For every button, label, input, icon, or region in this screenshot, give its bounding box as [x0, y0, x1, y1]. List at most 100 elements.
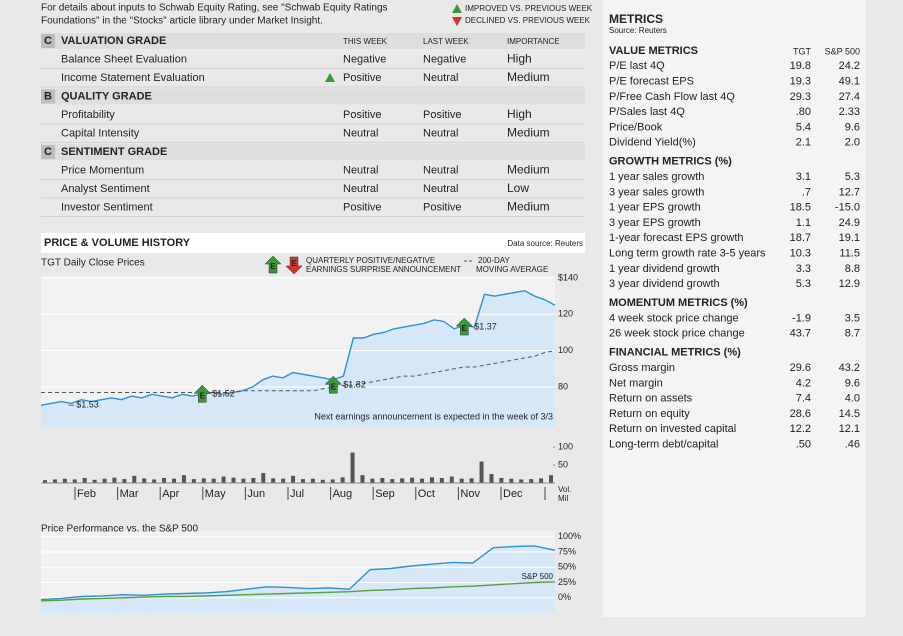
row-label: Price Momentum: [61, 164, 144, 176]
volume-bar: [519, 479, 524, 483]
row-value: Medium: [507, 200, 550, 214]
earnings-label: $1.37: [474, 321, 497, 331]
metric-label: 3 year dividend growth: [609, 278, 720, 290]
earnings-label: $1.82: [343, 380, 366, 390]
volume-bar: [251, 477, 256, 483]
metric-label: P/E forecast EPS: [609, 76, 694, 88]
metric-value: 5.3: [845, 171, 860, 183]
metric-value: 29.6: [790, 362, 811, 374]
month-label: Jun: [247, 488, 265, 500]
area: [41, 290, 555, 427]
metric-label: 1 year dividend growth: [609, 263, 720, 275]
metric-value: 19.8: [790, 60, 811, 72]
volume-bar: [122, 479, 127, 483]
row-value: Neutral: [423, 127, 458, 139]
volume-bar: [410, 477, 415, 483]
volume-bar: [221, 476, 226, 483]
earnings-icon: E: [285, 256, 303, 275]
grade-header-band: [41, 144, 585, 160]
earnings-arrow: [193, 384, 211, 403]
metric-label: 1 year sales growth: [609, 171, 704, 183]
row-value: Neutral: [423, 183, 458, 195]
metrics-section-title: GROWTH METRICS (%): [609, 156, 732, 168]
volume-bar: [181, 475, 186, 483]
metric-value: 14.5: [839, 408, 860, 420]
grade-letter-box: [41, 145, 55, 159]
metric-label: 1 year EPS growth: [609, 202, 701, 214]
chart-title: Price Performance vs. the S&P 500: [41, 524, 199, 535]
declined-icon: [452, 17, 462, 26]
metric-value: .80: [796, 106, 811, 118]
volume-bar: [191, 479, 196, 483]
month-label: Jul: [290, 488, 304, 500]
column-header: S&P 500: [825, 46, 860, 56]
volume-bar: [499, 477, 504, 483]
metric-label: P/Free Cash Flow last 4Q: [609, 91, 735, 103]
volume-bar: [350, 452, 355, 483]
month-label: Apr: [162, 488, 179, 500]
chart-subtitle: TGT Daily Close Prices: [41, 258, 145, 269]
metrics-section-title: MOMENTUM METRICS (%): [609, 297, 748, 309]
header-note: Foundations" in the "Stocks" article lib…: [41, 16, 323, 27]
axis-label: Vol.: [558, 485, 571, 494]
volume-bar: [420, 478, 425, 483]
earnings-icon-label: E: [462, 324, 468, 333]
legend-text: 200-DAY: [478, 256, 511, 265]
y-tick-label: 120: [558, 309, 573, 319]
volume-bar: [449, 476, 454, 483]
row-value: Positive: [343, 109, 382, 121]
row-value: Low: [507, 181, 529, 195]
metric-value: 27.4: [839, 91, 860, 103]
volume-bar: [370, 478, 375, 483]
metric-value: 3.3: [796, 263, 811, 275]
metric-value: 7.4: [796, 393, 811, 405]
column-header: TGT: [793, 46, 811, 56]
volume-bar: [549, 475, 553, 483]
volume-bar: [201, 478, 206, 483]
metric-value: -15.0: [835, 202, 860, 214]
volume-bar: [62, 478, 67, 483]
metric-value: 12.9: [839, 278, 860, 290]
chart-note: Next earnings announcement is expected i…: [314, 411, 553, 421]
header-note: For details about inputs to Schwab Equit…: [41, 3, 388, 14]
metric-value: 12.2: [790, 423, 811, 435]
row-label: Capital Intensity: [61, 127, 140, 139]
legend-improved: IMPROVED VS. PREVIOUS WEEK: [465, 4, 593, 13]
volume-bar: [489, 474, 494, 483]
line: [40, 581, 556, 602]
metric-value: 3.1: [796, 171, 811, 183]
volume-bar: [300, 479, 305, 483]
metric-value: .50: [796, 439, 811, 451]
earnings-icon-label: E: [331, 382, 337, 391]
y-tick-label: 50: [558, 459, 568, 469]
earnings-icon-label: E: [291, 259, 297, 268]
metric-label: 3 year sales growth: [609, 186, 704, 198]
metric-value: .46: [845, 439, 860, 451]
volume-bar: [400, 478, 405, 483]
metric-value: 4.0: [845, 393, 860, 405]
row-value: High: [507, 52, 532, 66]
legend-text: EARNINGS SURPRISE ANNOUNCEMENT: [306, 265, 461, 274]
earnings-arrow: [324, 375, 342, 394]
grade-title: VALUATION GRADE: [61, 35, 166, 47]
metric-label: Net margin: [609, 377, 663, 389]
volume-bar: [241, 478, 246, 483]
volume-bar: [231, 477, 236, 483]
column-header: THIS WEEK: [343, 37, 388, 46]
metric-label: 1-year forecast EPS growth: [609, 232, 744, 244]
row-value: Negative: [343, 53, 386, 65]
row-value: Positive: [343, 201, 382, 213]
metric-value: 3.5: [845, 312, 860, 324]
month-label: Mar: [120, 488, 139, 500]
month-label: Oct: [418, 488, 435, 500]
metric-value: 24.9: [839, 217, 860, 229]
row-value: Neutral: [343, 127, 378, 139]
grade-letter: C: [44, 146, 52, 158]
metric-label: 4 week stock price change: [609, 312, 739, 324]
volume-bar: [539, 478, 544, 483]
metric-value: 19.1: [839, 232, 860, 244]
metric-value: 8.8: [845, 263, 860, 275]
volume-bar: [360, 475, 365, 483]
volume-bar: [529, 479, 534, 483]
